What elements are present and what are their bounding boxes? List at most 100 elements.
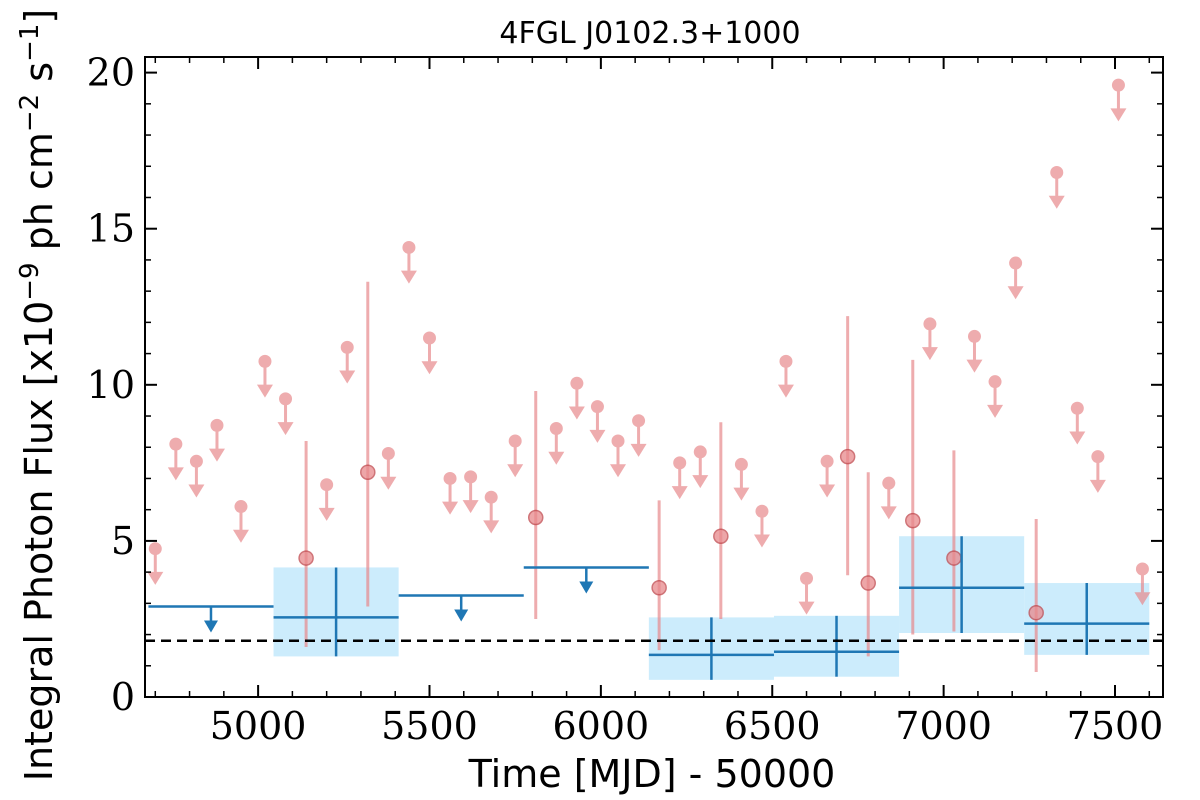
upper-limit-marker: [779, 354, 793, 368]
long-bin-upper-limit-arrowhead: [203, 620, 218, 633]
upper-limit-marker: [800, 571, 814, 585]
short-bin-upper-limit: [507, 434, 524, 478]
upper-limit-marker: [590, 400, 604, 414]
short-bin-upper-limit: [167, 437, 184, 481]
upper-limit-arrowhead: [880, 506, 897, 520]
upper-limit-marker: [508, 434, 522, 448]
upper-limit-arrowhead: [589, 429, 606, 443]
y-axis-label-exponent-3: −1: [15, 24, 45, 62]
short-bin-flux-point: [651, 579, 667, 596]
y-axis-label-exponent-2: −2: [15, 94, 45, 132]
x-tick-label: 7000: [895, 704, 992, 748]
short-bin-flux-point: [527, 509, 544, 526]
upper-limit-arrowhead: [733, 487, 750, 501]
y-axis-label-prefix: Integral Photon Flux [x10: [17, 301, 61, 782]
short-bin-upper-limit: [147, 542, 164, 585]
short-bin-flux-point: [860, 575, 876, 591]
upper-limit-marker: [734, 457, 748, 471]
short-bin-upper-limit: [610, 434, 627, 478]
upper-limit-marker: [1050, 166, 1064, 180]
upper-limit-marker: [169, 437, 183, 451]
y-tick-label: 5: [111, 519, 135, 563]
short-bin-upper-limit: [208, 418, 225, 462]
upper-limit-marker: [1111, 78, 1125, 92]
short-bin-upper-limit: [232, 500, 249, 543]
short-bin-upper-limit: [987, 375, 1004, 418]
short-bin-upper-limit: [380, 446, 397, 490]
upper-limit-arrowhead: [507, 464, 524, 478]
upper-limit-marker: [549, 422, 563, 436]
x-axis-label: Time [MJD] - 50000: [468, 752, 836, 796]
short-bin-upper-limit: [1134, 562, 1151, 606]
upper-limit-marker: [402, 240, 416, 254]
y-tick-label: 0: [111, 675, 135, 719]
upper-limit-arrowhead: [1069, 431, 1086, 445]
short-bin-upper-limit: [733, 457, 750, 501]
y-tick-labels: 0 5 10 15 20: [87, 51, 135, 719]
x-tick-label: 7500: [1067, 704, 1164, 748]
upper-limit-marker: [632, 414, 646, 428]
upper-limit-marker: [988, 375, 1002, 389]
short-bin-flux-point: [298, 550, 314, 566]
short-bin-flux-point: [946, 550, 962, 566]
short-bin-upper-limit: [548, 422, 565, 465]
upper-limit-arrowhead: [462, 500, 479, 514]
x-tick-label: 5000: [210, 704, 307, 748]
upper-limit-arrowhead: [1089, 479, 1106, 493]
upper-limit-marker: [443, 471, 457, 485]
upper-limit-marker: [611, 434, 625, 448]
short-bin-upper-limit: [671, 456, 688, 500]
upper-limit-arrowhead: [966, 359, 983, 373]
upper-limit-arrowhead: [339, 370, 356, 384]
upper-limit-marker: [189, 454, 203, 468]
upper-limit-arrowhead: [819, 484, 836, 498]
short-bin-upper-limit: [442, 471, 459, 515]
upper-limit-marker: [693, 445, 707, 459]
upper-limit-arrowhead: [380, 476, 397, 490]
upper-limit-marker: [570, 376, 584, 390]
upper-limit-marker: [1070, 401, 1084, 415]
upper-limit-arrowhead: [630, 443, 647, 457]
plot-area: [147, 78, 1151, 680]
plot-frame: [144, 56, 1164, 698]
upper-limit-arrowhead: [1007, 286, 1024, 300]
x-tick-labels: 5000 5500 6000 6500 7000 7500: [210, 704, 1164, 748]
upper-limit-arrowhead: [232, 529, 249, 543]
upper-limit-marker: [820, 454, 834, 468]
upper-limit-arrowhead: [188, 484, 205, 498]
upper-limit-marker: [381, 446, 395, 460]
short-bin-upper-limit: [277, 392, 294, 436]
short-bin-upper-limit: [1110, 78, 1127, 122]
short-bin-flux-point: [713, 528, 729, 544]
short-bin-upper-limit: [798, 571, 815, 615]
upper-limit-marker: [923, 317, 937, 331]
upper-limit-marker: [464, 470, 478, 484]
upper-limit-arrowhead: [167, 467, 184, 481]
upper-limit-marker: [210, 418, 224, 432]
upper-limit-arrowhead: [1110, 108, 1127, 122]
long-bin-upper-limit-arrowhead: [454, 609, 469, 622]
upper-limit-arrowhead: [442, 501, 459, 515]
short-bin-flux-point: [905, 512, 921, 529]
short-bin-upper-limit: [753, 504, 770, 548]
short-bin-flux-point: [1028, 604, 1044, 621]
y-axis-label-mid: ph cm: [17, 132, 61, 262]
upper-limit-arrowhead: [1134, 592, 1151, 606]
chart-title: 4FGL J0102.3+1000: [499, 16, 800, 51]
short-bin-flux-point: [839, 448, 856, 465]
upper-limit-arrowhead: [921, 347, 938, 361]
short-bin-upper-limit: [1089, 450, 1106, 493]
upper-limit-arrowhead: [987, 404, 1004, 418]
y-axis-label: Integral Photon Flux [x10−9 ph cm−2 s−1]: [15, 9, 61, 782]
upper-limit-marker: [1091, 450, 1105, 464]
upper-limit-arrowhead: [483, 520, 500, 534]
upper-limit-arrowhead: [421, 361, 438, 375]
upper-limit-arrowhead: [568, 406, 585, 420]
short-bin-upper-limit: [318, 478, 335, 521]
short-bin-upper-limit: [630, 414, 647, 457]
short-bin-upper-limit: [188, 454, 205, 498]
short-bin-upper-limit: [1069, 401, 1086, 445]
upper-limit-arrowhead: [208, 448, 225, 462]
y-axis-label-suffix: ]: [17, 9, 61, 24]
y-axis-label-exponent-1: −9: [15, 262, 45, 300]
